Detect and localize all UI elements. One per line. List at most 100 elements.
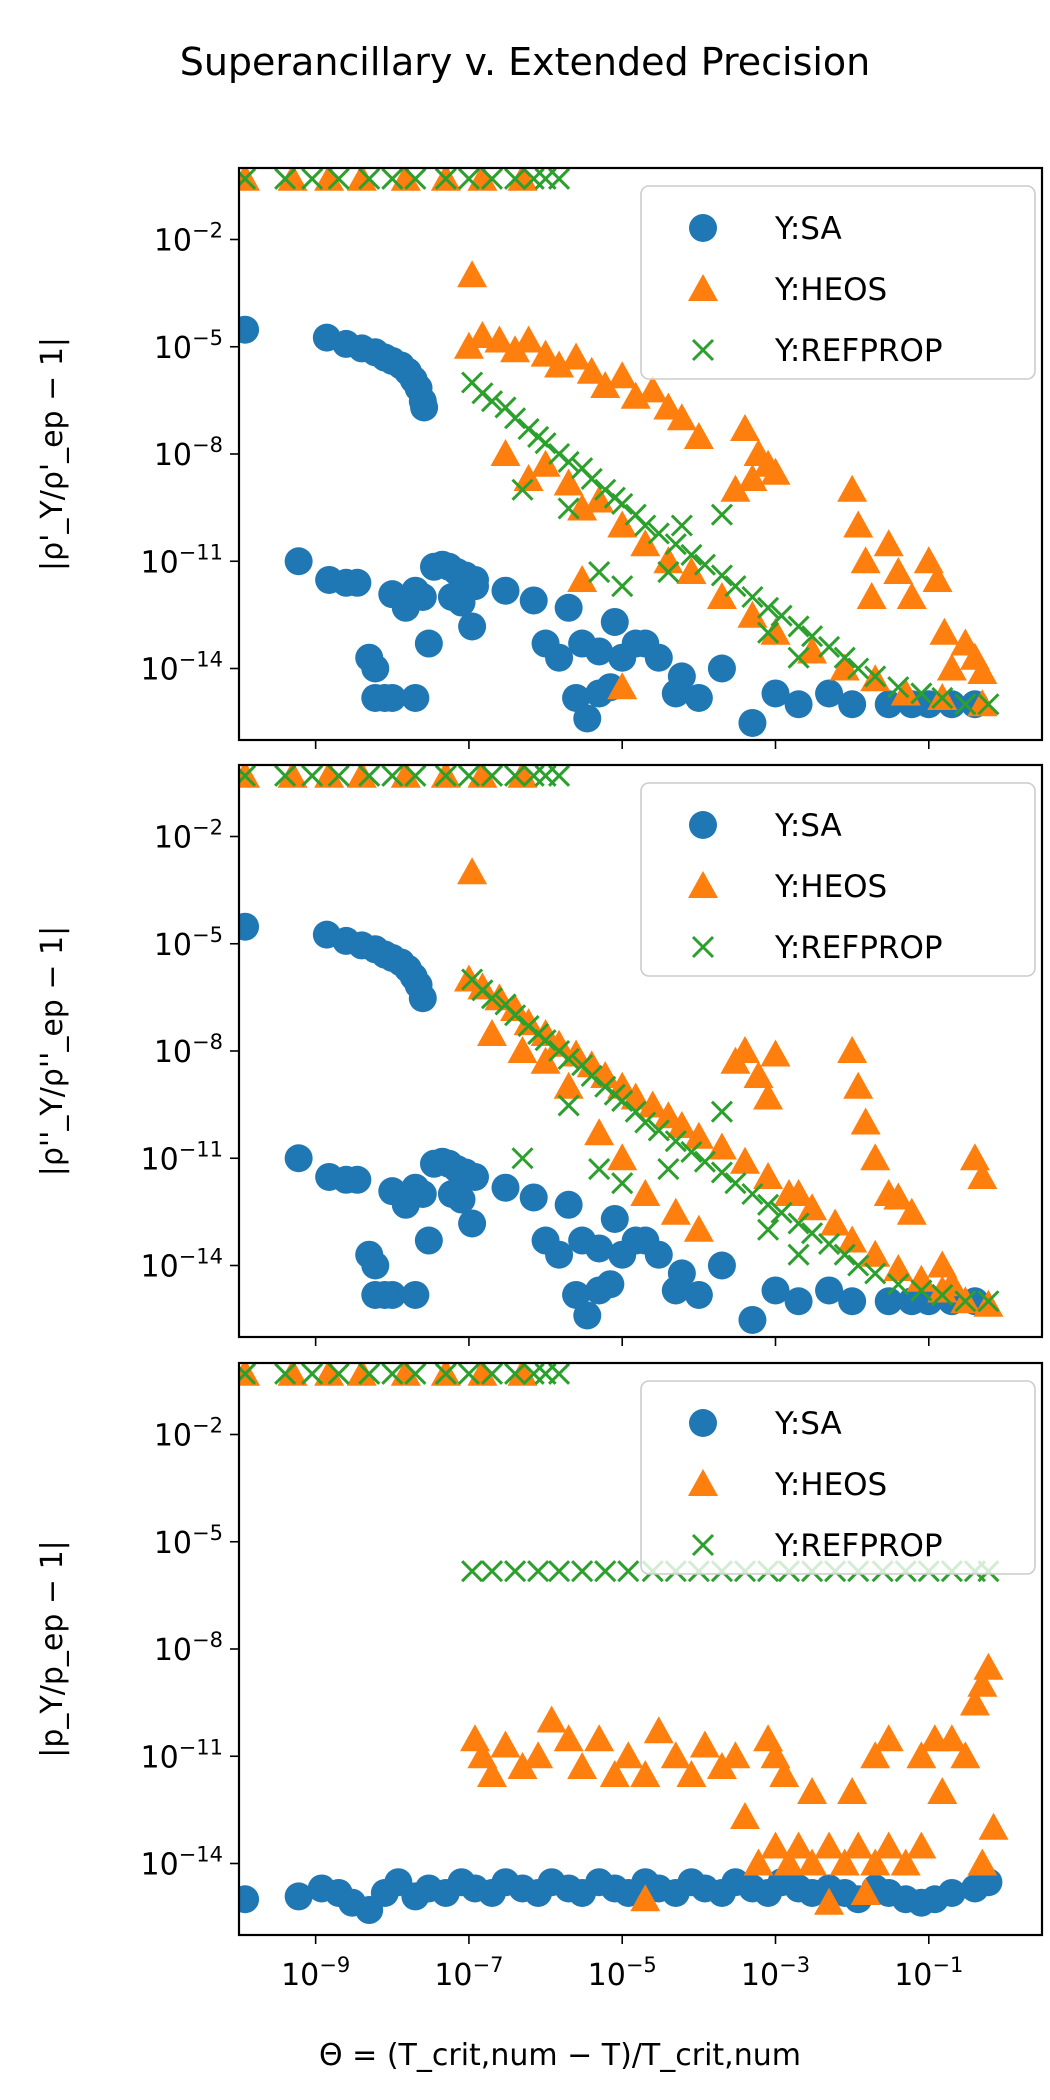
data-point — [760, 457, 791, 485]
data-point — [666, 1110, 697, 1138]
data-point — [480, 168, 504, 190]
data-point — [676, 1759, 707, 1787]
data-point — [977, 1290, 1000, 1313]
data-point — [480, 1560, 504, 1583]
data-point — [523, 1741, 554, 1769]
data-point — [883, 1182, 914, 1210]
data-point — [761, 1276, 790, 1305]
x-axis-label: Θ = (T_crit,num − T)/T_crit,num — [319, 2038, 801, 2073]
data-point — [467, 1741, 498, 1769]
data-point — [284, 547, 313, 576]
data-point — [787, 646, 810, 669]
data-point — [530, 1018, 561, 1046]
data-point — [730, 1036, 761, 1063]
chart-panel-3: 10−2 10−5 10−8 10−11 10−14 10−9 10−7 10−5 10−3 10… — [35, 1361, 1044, 1993]
data-point — [693, 553, 716, 576]
data-point — [760, 1741, 791, 1769]
data-point — [343, 568, 372, 597]
data-point — [576, 356, 607, 384]
data-point — [530, 1046, 561, 1074]
data-point — [491, 1173, 520, 1202]
data-point — [883, 557, 914, 585]
data-point — [837, 1777, 868, 1804]
data-point — [239, 912, 260, 941]
data-point — [580, 1064, 603, 1088]
data-point — [959, 1688, 990, 1716]
data-point — [937, 1878, 966, 1907]
series-circle — [239, 315, 989, 737]
data-point — [783, 1179, 814, 1206]
data-point — [787, 1212, 810, 1235]
data-point — [607, 672, 638, 700]
data-point — [741, 1182, 764, 1206]
data-point — [611, 1089, 634, 1113]
data-point — [784, 690, 813, 719]
data-point — [737, 600, 768, 628]
data-point — [738, 1305, 767, 1334]
data-point — [381, 1363, 404, 1385]
data-point — [277, 1363, 308, 1386]
data-point — [660, 1741, 691, 1769]
data-point — [548, 168, 571, 190]
data-point — [667, 1259, 696, 1288]
data-point — [584, 1724, 615, 1752]
x-tick-label: 10−3 — [741, 1953, 810, 1993]
data-point — [630, 1884, 661, 1912]
data-point — [797, 1777, 828, 1804]
data-point — [837, 1225, 868, 1253]
data-point — [530, 339, 561, 367]
y-axis-label: |p_Y/p_ep − 1| — [35, 1540, 70, 1758]
data-point — [507, 1752, 538, 1780]
data-point — [843, 1831, 874, 1859]
plot-area — [239, 168, 1000, 737]
data-point — [381, 765, 404, 787]
legend-marker — [691, 1533, 715, 1557]
data-point — [860, 1848, 891, 1876]
data-point — [637, 375, 668, 403]
data-point — [567, 1752, 598, 1780]
legend-label: Y:REFPROP — [774, 333, 943, 369]
x-tick-label: 10−7 — [434, 1953, 503, 1993]
data-point — [644, 643, 673, 672]
y-tick-label: 10−5 — [154, 326, 223, 366]
data-point — [513, 1008, 544, 1036]
x-tick-label: 10−5 — [588, 1953, 657, 1993]
data-point — [683, 1214, 714, 1242]
data-point — [773, 1848, 804, 1876]
data-point — [594, 1560, 617, 1583]
data-point — [860, 1143, 891, 1171]
legend-box — [640, 782, 1036, 977]
data-point — [607, 1143, 638, 1171]
data-point — [967, 1848, 998, 1876]
data-point — [504, 1363, 527, 1385]
data-point — [760, 1039, 791, 1067]
data-point — [611, 575, 634, 598]
series-circle — [239, 1868, 1003, 1925]
data-point — [797, 1848, 828, 1876]
data-point — [630, 1759, 661, 1787]
y-tick-label: 10−14 — [140, 648, 223, 688]
data-point — [621, 1226, 650, 1255]
data-point — [818, 1232, 841, 1256]
data-point — [797, 1193, 828, 1221]
legend-marker — [688, 871, 718, 898]
data-point — [274, 765, 297, 787]
data-point — [761, 679, 790, 708]
data-point — [358, 168, 381, 190]
data-point — [630, 1179, 661, 1206]
data-point — [554, 1190, 583, 1219]
data-point — [461, 1560, 484, 1583]
data-point — [507, 1036, 538, 1063]
chart-panel-2: 10−2 10−5 10−8 10−11 10−14 |ρ''_Y/ρ''_ep − 1|… — [35, 763, 1044, 1346]
data-point — [544, 350, 575, 378]
data-point — [833, 1243, 856, 1266]
data-point — [404, 168, 427, 190]
data-point — [706, 582, 737, 609]
legend-label: Y:REFPROP — [774, 930, 943, 966]
y-tick-label: 10−11 — [140, 1137, 223, 1177]
plot-area — [239, 1363, 1009, 1925]
data-point — [534, 432, 557, 455]
data-point — [820, 1208, 851, 1236]
data-point — [553, 468, 584, 496]
data-point — [890, 1848, 921, 1876]
